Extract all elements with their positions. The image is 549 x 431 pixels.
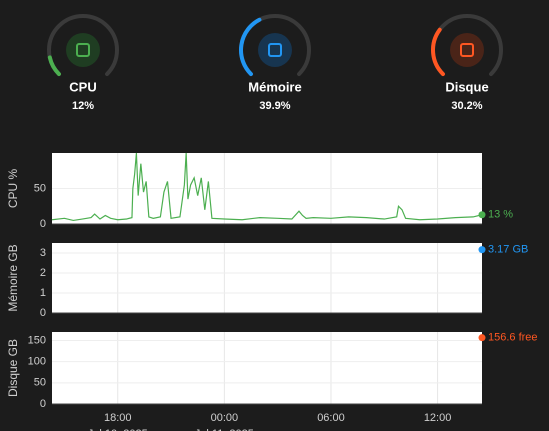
y-axis-label: CPU % xyxy=(6,169,20,209)
gauge-arc xyxy=(47,55,61,77)
y-tick-label: 150 xyxy=(28,334,46,346)
end-marker xyxy=(478,334,486,342)
y-axis-label: Disque GB xyxy=(6,339,20,397)
y-tick-label: 50 xyxy=(34,377,46,389)
x-tick-label: 00:00 xyxy=(211,412,239,424)
end-marker xyxy=(478,246,486,254)
gauge-icon xyxy=(268,43,282,57)
x-tick-label: 18:00 xyxy=(104,412,132,424)
y-tick-label: 0 xyxy=(40,307,46,319)
gauge-label: CPU xyxy=(69,79,96,94)
gauge-label: Mémoire xyxy=(248,79,301,94)
y-tick-label: 1 xyxy=(40,287,46,299)
gauge-icon-bg xyxy=(450,33,484,67)
x-tick-label: 12:00 xyxy=(424,412,452,424)
y-tick-label: 2 xyxy=(40,267,46,279)
y-tick-label: 3 xyxy=(40,247,46,259)
y-axis-label: Mémoire GB xyxy=(6,244,20,311)
plot-area xyxy=(52,243,482,313)
y-tick-label: 100 xyxy=(28,356,46,368)
gauge-icon-bg xyxy=(258,33,292,67)
series-line xyxy=(51,152,483,222)
gauge-value: 12% xyxy=(72,100,94,112)
gauge-arc xyxy=(431,27,445,77)
x-tick-label: 06:00 xyxy=(317,412,345,424)
gauge-track xyxy=(47,14,119,77)
gauge-icon xyxy=(460,43,474,57)
end-label: 3.17 GB xyxy=(488,244,528,256)
gauge-icon xyxy=(76,43,90,57)
x-date-label: Jul 10, 2025 xyxy=(88,428,148,431)
gauge-label: Disque xyxy=(445,79,488,94)
y-tick-label: 0 xyxy=(40,218,46,230)
y-tick-label: 0 xyxy=(40,398,46,410)
gauge-value: 39.9% xyxy=(259,100,290,112)
gauge-value: 30.2% xyxy=(451,100,482,112)
y-tick-label: 50 xyxy=(34,182,46,194)
gauge-icon-bg xyxy=(66,33,100,67)
end-label: 156.6 free xyxy=(488,332,538,344)
end-label: 13 % xyxy=(488,209,513,221)
x-date-label: Jul 11, 2025 xyxy=(195,428,254,431)
gauge-arc xyxy=(239,17,262,77)
end-marker xyxy=(478,211,486,219)
plot-area xyxy=(52,332,482,404)
